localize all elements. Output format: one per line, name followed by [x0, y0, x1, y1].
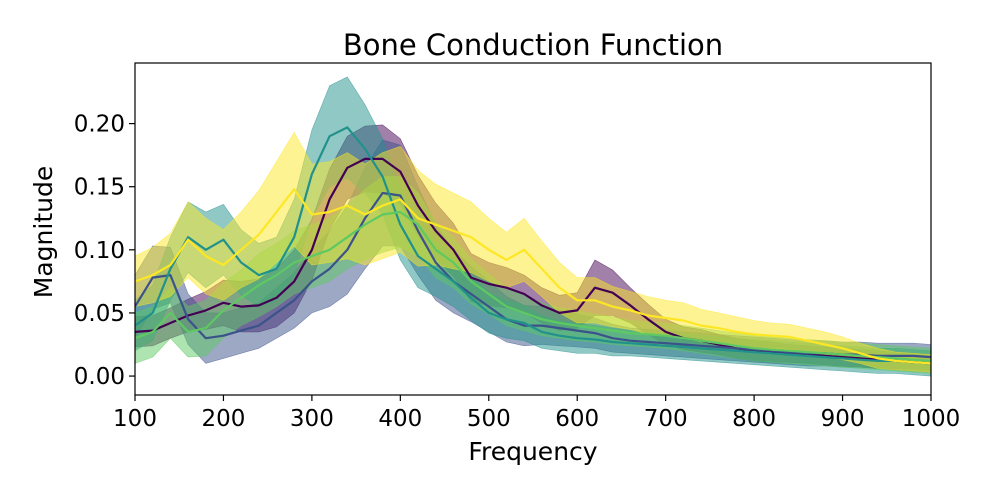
y-tick-label: 0.15 [74, 175, 125, 201]
axes-frame [134, 62, 932, 396]
y-axis-label: Magnitude [29, 166, 58, 298]
x-tick-label: 500 [467, 406, 511, 432]
x-axis-label: Frequency [468, 437, 597, 466]
x-tick-label: 300 [290, 406, 334, 432]
chart-title: Bone Conduction Function [343, 28, 723, 62]
series-0-line [135, 157, 931, 365]
plot-area: 100 200 300 400 500 600 700 800 900 1000 0.00 0.05 0… [74, 62, 961, 432]
series-1-line [135, 191, 931, 359]
y-tick-label: 0.10 [74, 238, 125, 264]
x-tick-label: 800 [732, 406, 776, 432]
x-tick-label: 600 [555, 406, 599, 432]
y-tick-label: 0.05 [74, 301, 125, 327]
series-2-line [135, 126, 931, 365]
x-tick-label: 400 [378, 406, 422, 432]
x-tick-label: 1000 [902, 406, 961, 432]
x-tick-label: 700 [644, 406, 688, 432]
y-tick-label: 0.00 [74, 364, 125, 390]
x-tick-label: 200 [201, 406, 245, 432]
plot-series-group [135, 76, 931, 377]
x-tick-label: 900 [821, 406, 865, 432]
series-4-line [135, 188, 931, 365]
x-tick-label: 100 [113, 406, 157, 432]
y-tick-label: 0.20 [74, 112, 125, 138]
series-3-line [135, 210, 931, 362]
